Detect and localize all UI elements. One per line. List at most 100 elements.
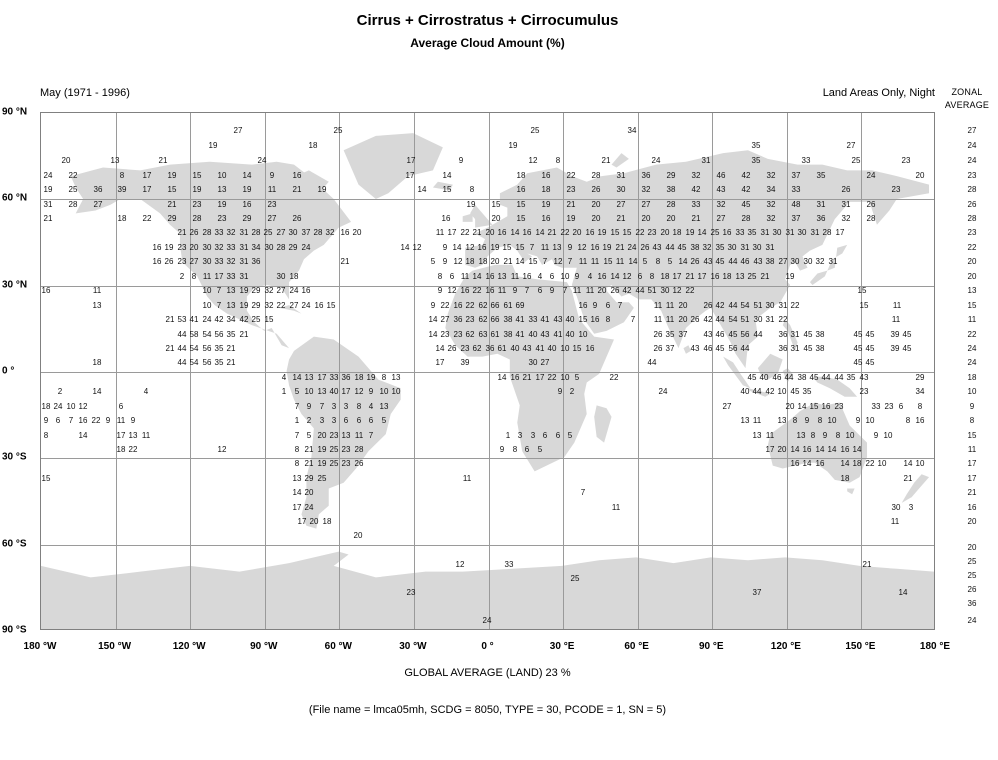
zonal-average-value: 27 [967, 126, 977, 135]
zonal-average-value: 22 [967, 243, 977, 252]
grid-line-meridian [413, 113, 415, 629]
grid-line-meridian [712, 113, 714, 629]
zonal-average-value: 26 [967, 585, 977, 594]
map-frame [40, 112, 935, 630]
y-axis-tick-label: 30 °N [2, 279, 28, 291]
y-axis-tick-label: 0 ° [2, 365, 15, 377]
grid-line-meridian [637, 113, 639, 629]
landmass-borneo [757, 353, 783, 380]
grid-line-parallel [41, 372, 934, 373]
grid-line-meridian [786, 113, 788, 629]
y-axis-tick-label: 90 °N [2, 106, 28, 118]
landmass-africa [445, 264, 615, 472]
x-axis-tick-label: 60 °W [324, 641, 352, 652]
landmass-south-america [286, 336, 401, 529]
zonal-average-value: 13 [967, 286, 977, 295]
landmass-novaya-zemlya [611, 153, 629, 168]
zonal-average-value: 11 [967, 445, 977, 454]
landmass-uk [470, 204, 493, 228]
global-average-footer: GLOBAL AVERAGE (LAND) 23 % [404, 667, 571, 679]
zonal-average-value: 18 [967, 373, 977, 382]
zonal-average-value: 26 [967, 200, 977, 209]
zonal-average-value: 23 [967, 228, 977, 237]
grid-line-meridian [563, 113, 565, 629]
grid-line-meridian [339, 113, 341, 629]
zonal-average-value: 20 [967, 543, 977, 552]
world-landmass [41, 133, 934, 629]
zonal-average-value: 15 [967, 301, 977, 310]
landmass-philippines [782, 319, 798, 351]
zonal-average-value: 22 [967, 330, 977, 339]
zonal-average-value: 20 [967, 257, 977, 266]
zonal-average-value: 23 [967, 171, 977, 180]
zonal-average-value: 9 [969, 402, 975, 411]
grid-line-meridian [190, 113, 192, 629]
zonal-average-value: 24 [967, 141, 977, 150]
landmass-iceland [432, 181, 453, 191]
grid-line-parallel [41, 458, 934, 460]
zonal-average-value: 24 [967, 344, 977, 353]
landmass-australia [767, 402, 868, 483]
page-subtitle: Average Cloud Amount (%) [410, 36, 565, 50]
landmass-cuba [279, 305, 302, 314]
x-axis-tick-label: 0 ° [481, 641, 494, 652]
page-title: Cirrus + Cirrostratus + Cirrocumulus [356, 12, 619, 29]
zonal-average-header: ZONAL AVERAGE [936, 86, 998, 112]
grid-line-meridian [264, 113, 266, 629]
zonal-average-value: 20 [967, 517, 977, 526]
x-axis-tick-label: 180 °W [23, 641, 57, 652]
zonal-average-value: 17 [967, 474, 977, 483]
landmass-madagascar [594, 405, 612, 443]
grid-line-parallel [41, 544, 934, 546]
zonal-average-value: 24 [967, 156, 977, 165]
grid-line-parallel [41, 285, 934, 287]
zonal-average-value: 28 [967, 185, 977, 194]
world-map-svg [41, 133, 934, 629]
zonal-header-line2: AVERAGE [944, 100, 990, 110]
x-axis-tick-label: 180 °E [919, 641, 951, 652]
zonal-average-value: 24 [967, 358, 977, 367]
landmass-tasmania [847, 488, 855, 495]
landmass-greenland [343, 133, 443, 199]
x-axis-tick-label: 150 °E [845, 641, 876, 652]
grid-line-parallel [41, 199, 934, 201]
grid-line-meridian [488, 113, 490, 629]
y-axis-tick-label: 60 °S [2, 538, 27, 550]
period-label: May (1971 - 1996) [40, 87, 130, 99]
landmass-new-guinea [812, 376, 858, 397]
zonal-average-value: 17 [967, 459, 977, 468]
grid-line-meridian [861, 113, 863, 629]
zonal-average-value: 15 [967, 431, 977, 440]
landmass-antarctica [41, 551, 934, 629]
grid-line-meridian [115, 113, 117, 629]
y-axis-tick-label: 90 °S [2, 624, 27, 636]
file-info-footer: (File name = lmca05mh, SCDG = 8050, TYPE… [308, 704, 667, 716]
x-axis-tick-label: 150 °W [98, 641, 132, 652]
landmass-baffin [289, 170, 329, 194]
x-axis-tick-label: 120 °W [172, 641, 206, 652]
landmass-north-america [70, 161, 352, 349]
zonal-average-value: 24 [967, 616, 977, 625]
x-axis-tick-label: 60 °E [624, 641, 649, 652]
zonal-average-value: 8 [969, 416, 975, 425]
zonal-average-value: 28 [967, 214, 977, 223]
zonal-average-value: 25 [967, 557, 977, 566]
landmass-new-zealand [901, 474, 930, 503]
zonal-average-value: 16 [967, 503, 977, 512]
x-axis-tick-label: 30 °W [399, 641, 427, 652]
zonal-average-value: 36 [967, 599, 977, 608]
x-axis-tick-label: 120 °E [770, 641, 801, 652]
landmass-sri-lanka [683, 345, 691, 354]
y-axis-tick-label: 30 °S [2, 451, 27, 463]
x-axis-tick-label: 30 °E [549, 641, 575, 652]
zonal-average-value: 25 [967, 571, 977, 580]
zonal-average-value: 10 [967, 387, 977, 396]
landmass-eurasia [465, 150, 930, 369]
y-axis-tick-label: 60 °N [2, 192, 28, 204]
landmass-japan [809, 244, 848, 285]
zonal-average-value: 20 [967, 272, 977, 281]
landmass-ireland [462, 213, 473, 222]
zonal-average-value: 11 [967, 315, 977, 324]
landmass-java [747, 388, 771, 397]
x-axis-tick-label: 90 °W [250, 641, 278, 652]
